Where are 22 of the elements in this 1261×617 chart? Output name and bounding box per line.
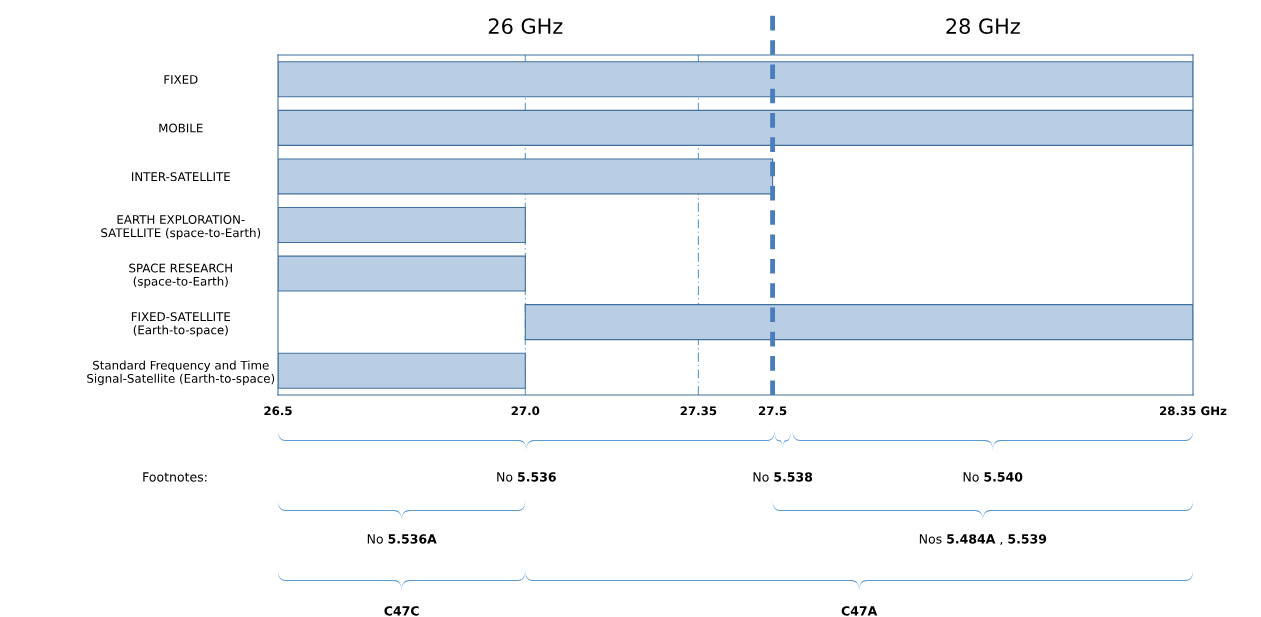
text: 28 GHz (946, 18, 1020, 35)
y-tick-label: INTER-SATELLITE (132, 172, 230, 182)
text: Footnotes: (143, 472, 207, 482)
text: C47A (841, 606, 878, 616)
text: No 5.540 (963, 472, 1023, 482)
x-tick-label: 27.0 (511, 406, 540, 416)
text: No 5.538 (753, 472, 813, 482)
y-tick-label: SPACE RESEARCH (space-to-Earth) (129, 263, 232, 289)
y-tick-label: FIXED (164, 75, 198, 84)
text: No 5.536A (367, 534, 437, 544)
y-tick-label: MOBILE (159, 123, 203, 133)
x-tick-label: 27.35 (680, 406, 717, 416)
text: 26 GHz (488, 18, 563, 35)
text: No 5.536 (497, 472, 556, 482)
text: Nos 5.484A , 5.539 (919, 534, 1047, 545)
text: C47C (384, 606, 419, 616)
y-tick-label: Standard Frequency and Time Signal-Satellite (Earth-to-space) (87, 360, 275, 386)
x-tick-label: 26.5 (264, 406, 292, 416)
x-tick-label: 28.35 GHz (1159, 406, 1227, 416)
y-tick-label: EARTH EXPLORATION- SATELLITE (space-to-Earth) (101, 215, 261, 240)
y-tick-label: FIXED-SATELLITE (Earth-to-space) (131, 312, 231, 337)
x-tick-label: 27.5 (758, 406, 787, 416)
